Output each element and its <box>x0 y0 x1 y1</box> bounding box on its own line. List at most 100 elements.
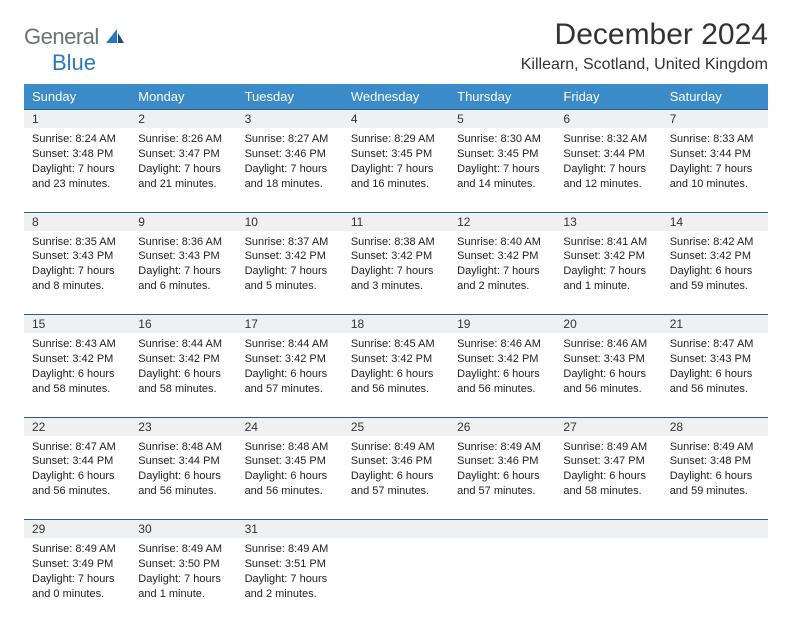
day-number: 5 <box>449 110 555 129</box>
day-number: 20 <box>555 315 661 334</box>
day-cell: Sunrise: 8:49 AMSunset: 3:49 PMDaylight:… <box>24 538 130 622</box>
sunrise: Sunrise: 8:38 AM <box>351 235 441 250</box>
daylight: Daylight: 6 hours and 56 minutes. <box>670 367 760 397</box>
sunrise: Sunrise: 8:41 AM <box>563 235 653 250</box>
sunrise: Sunrise: 8:46 AM <box>563 337 653 352</box>
day-cell: Sunrise: 8:30 AMSunset: 3:45 PMDaylight:… <box>449 128 555 212</box>
day-cell: Sunrise: 8:26 AMSunset: 3:47 PMDaylight:… <box>130 128 236 212</box>
day-number: 21 <box>662 315 768 334</box>
daylight: Daylight: 7 hours and 23 minutes. <box>32 162 122 192</box>
sunset: Sunset: 3:42 PM <box>670 249 760 264</box>
day-number: 18 <box>343 315 449 334</box>
day-cell: Sunrise: 8:46 AMSunset: 3:42 PMDaylight:… <box>449 333 555 417</box>
day-cell <box>662 538 768 622</box>
daylight: Daylight: 6 hours and 56 minutes. <box>138 469 228 499</box>
day-number: 14 <box>662 212 768 231</box>
day-number: 13 <box>555 212 661 231</box>
logo-blue: Blue <box>52 50 96 75</box>
day-number: 31 <box>237 520 343 539</box>
sunrise: Sunrise: 8:35 AM <box>32 235 122 250</box>
day-cell: Sunrise: 8:47 AMSunset: 3:44 PMDaylight:… <box>24 436 130 520</box>
day-cell: Sunrise: 8:38 AMSunset: 3:42 PMDaylight:… <box>343 231 449 315</box>
sunset: Sunset: 3:46 PM <box>245 147 335 162</box>
header: General Blue December 2024 Killearn, Sco… <box>24 18 768 76</box>
day-cell: Sunrise: 8:49 AMSunset: 3:51 PMDaylight:… <box>237 538 343 622</box>
sunrise: Sunrise: 8:45 AM <box>351 337 441 352</box>
day-number: 22 <box>24 417 130 436</box>
sunset: Sunset: 3:43 PM <box>32 249 122 264</box>
sunrise: Sunrise: 8:33 AM <box>670 132 760 147</box>
day-number: 1 <box>24 110 130 129</box>
sunset: Sunset: 3:42 PM <box>351 249 441 264</box>
day-number: 11 <box>343 212 449 231</box>
sunrise: Sunrise: 8:47 AM <box>32 440 122 455</box>
sunset: Sunset: 3:48 PM <box>32 147 122 162</box>
daylight: Daylight: 7 hours and 0 minutes. <box>32 572 122 602</box>
day-number: 4 <box>343 110 449 129</box>
daylight: Daylight: 6 hours and 58 minutes. <box>138 367 228 397</box>
calendar-table: Sunday Monday Tuesday Wednesday Thursday… <box>24 84 768 622</box>
daylight: Daylight: 6 hours and 56 minutes. <box>351 367 441 397</box>
daylight: Daylight: 7 hours and 21 minutes. <box>138 162 228 192</box>
sunrise: Sunrise: 8:24 AM <box>32 132 122 147</box>
daylight: Daylight: 7 hours and 8 minutes. <box>32 264 122 294</box>
content-row: Sunrise: 8:49 AMSunset: 3:49 PMDaylight:… <box>24 538 768 622</box>
day-cell <box>343 538 449 622</box>
logo-sail-icon <box>105 28 125 49</box>
location: Killearn, Scotland, United Kingdom <box>521 56 768 74</box>
sunrise: Sunrise: 8:49 AM <box>32 542 122 557</box>
daylight: Daylight: 7 hours and 1 minute. <box>563 264 653 294</box>
day-cell: Sunrise: 8:24 AMSunset: 3:48 PMDaylight:… <box>24 128 130 212</box>
page-title: December 2024 <box>521 18 768 52</box>
daylight: Daylight: 6 hours and 56 minutes. <box>245 469 335 499</box>
sunset: Sunset: 3:42 PM <box>245 249 335 264</box>
sunrise: Sunrise: 8:49 AM <box>138 542 228 557</box>
day-number <box>449 520 555 539</box>
weekday-header-row: Sunday Monday Tuesday Wednesday Thursday… <box>24 84 768 110</box>
weekday-header: Saturday <box>662 84 768 110</box>
logo: General Blue <box>24 24 125 76</box>
sunset: Sunset: 3:48 PM <box>670 454 760 469</box>
sunrise: Sunrise: 8:37 AM <box>245 235 335 250</box>
sunset: Sunset: 3:51 PM <box>245 557 335 572</box>
day-number: 26 <box>449 417 555 436</box>
day-number: 25 <box>343 417 449 436</box>
sunrise: Sunrise: 8:46 AM <box>457 337 547 352</box>
day-cell: Sunrise: 8:46 AMSunset: 3:43 PMDaylight:… <box>555 333 661 417</box>
daylight: Daylight: 6 hours and 56 minutes. <box>32 469 122 499</box>
day-cell: Sunrise: 8:49 AMSunset: 3:46 PMDaylight:… <box>449 436 555 520</box>
sunrise: Sunrise: 8:29 AM <box>351 132 441 147</box>
day-cell: Sunrise: 8:48 AMSunset: 3:45 PMDaylight:… <box>237 436 343 520</box>
day-number: 3 <box>237 110 343 129</box>
daylight: Daylight: 7 hours and 10 minutes. <box>670 162 760 192</box>
daylight: Daylight: 7 hours and 14 minutes. <box>457 162 547 192</box>
sunrise: Sunrise: 8:44 AM <box>138 337 228 352</box>
day-cell: Sunrise: 8:49 AMSunset: 3:48 PMDaylight:… <box>662 436 768 520</box>
sunrise: Sunrise: 8:48 AM <box>138 440 228 455</box>
day-cell: Sunrise: 8:49 AMSunset: 3:47 PMDaylight:… <box>555 436 661 520</box>
day-number: 8 <box>24 212 130 231</box>
sunset: Sunset: 3:50 PM <box>138 557 228 572</box>
content-row: Sunrise: 8:47 AMSunset: 3:44 PMDaylight:… <box>24 436 768 520</box>
day-cell: Sunrise: 8:27 AMSunset: 3:46 PMDaylight:… <box>237 128 343 212</box>
content-row: Sunrise: 8:24 AMSunset: 3:48 PMDaylight:… <box>24 128 768 212</box>
sunset: Sunset: 3:42 PM <box>138 352 228 367</box>
sunset: Sunset: 3:46 PM <box>457 454 547 469</box>
weekday-header: Monday <box>130 84 236 110</box>
daylight: Daylight: 6 hours and 57 minutes. <box>245 367 335 397</box>
sunset: Sunset: 3:42 PM <box>245 352 335 367</box>
sunrise: Sunrise: 8:48 AM <box>245 440 335 455</box>
sunrise: Sunrise: 8:43 AM <box>32 337 122 352</box>
weekday-header: Thursday <box>449 84 555 110</box>
day-number: 23 <box>130 417 236 436</box>
day-cell: Sunrise: 8:37 AMSunset: 3:42 PMDaylight:… <box>237 231 343 315</box>
day-cell: Sunrise: 8:40 AMSunset: 3:42 PMDaylight:… <box>449 231 555 315</box>
daylight: Daylight: 7 hours and 16 minutes. <box>351 162 441 192</box>
daynum-row: 15161718192021 <box>24 315 768 334</box>
sunset: Sunset: 3:44 PM <box>670 147 760 162</box>
sunrise: Sunrise: 8:49 AM <box>563 440 653 455</box>
sunrise: Sunrise: 8:44 AM <box>245 337 335 352</box>
day-cell: Sunrise: 8:32 AMSunset: 3:44 PMDaylight:… <box>555 128 661 212</box>
sunset: Sunset: 3:42 PM <box>32 352 122 367</box>
sunrise: Sunrise: 8:49 AM <box>351 440 441 455</box>
